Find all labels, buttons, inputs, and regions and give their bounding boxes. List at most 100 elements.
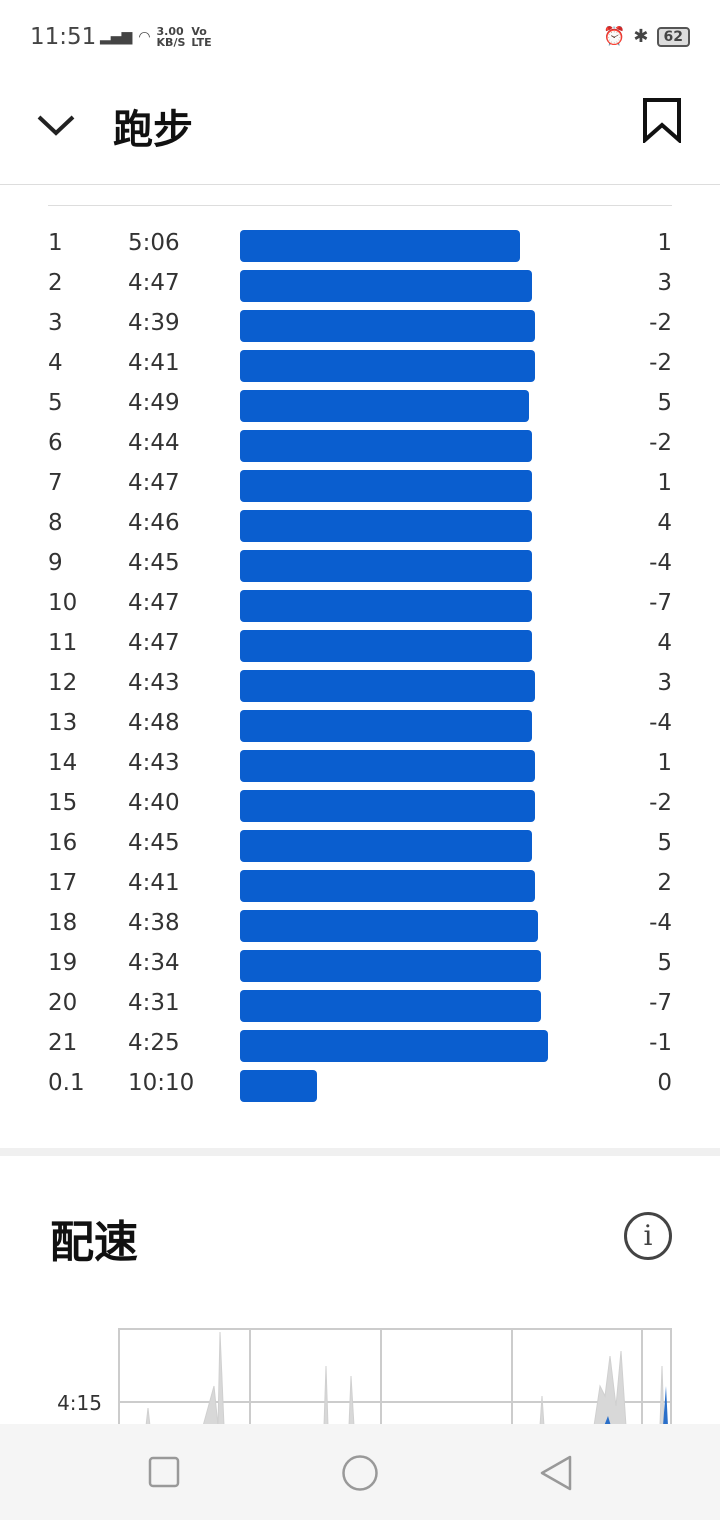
split-pace: 5:06 [128, 230, 180, 256]
page-title: 跑步 [113, 107, 193, 153]
split-km: 9 [48, 550, 63, 576]
split-row: 13 4:48 -4 [48, 686, 672, 742]
split-row: 20 4:31 -7 [48, 966, 672, 1022]
split-diff: -4 [649, 710, 672, 736]
lte-label: LTE [191, 36, 212, 49]
divider [0, 1148, 720, 1156]
split-bar [240, 390, 529, 422]
split-diff: -2 [649, 310, 672, 336]
split-km: 6 [48, 430, 63, 456]
split-bar [240, 790, 536, 822]
split-diff: -1 [649, 1030, 672, 1056]
info-icon[interactable]: i [624, 1212, 672, 1260]
back-button[interactable] [538, 1454, 574, 1492]
split-pace: 4:34 [128, 950, 180, 976]
split-bar [240, 1070, 317, 1102]
split-bar [240, 550, 532, 582]
signal-indicators: ▂▄▆ ◠ 3.00 KB/S Vo LTE [100, 26, 212, 48]
split-row: 15 4:40 -2 [48, 766, 672, 822]
split-bar [240, 510, 532, 542]
split-diff: 1 [657, 470, 672, 496]
split-bar [240, 750, 536, 782]
chevron-down-icon[interactable] [36, 105, 76, 145]
split-km: 11 [48, 630, 78, 656]
pace-area [145, 1331, 665, 1426]
split-row: 21 4:25 -1 [48, 1006, 672, 1062]
split-km: 0.1 [48, 1070, 85, 1096]
alarm-icon: ⏰ [603, 26, 626, 47]
split-km: 10 [48, 590, 78, 616]
split-row: 2 4:47 3 [48, 246, 672, 302]
split-row: 10 4:47 -7 [48, 566, 672, 622]
split-km: 14 [48, 750, 78, 776]
split-row: 1 5:06 1 [48, 206, 672, 262]
net-speed: 3.00 KB/S [157, 26, 186, 48]
split-km: 13 [48, 710, 78, 736]
split-row: 14 4:43 1 [48, 726, 672, 782]
chart-frame [118, 1328, 672, 1426]
split-diff: 5 [657, 390, 672, 416]
split-row: 18 4:38 -4 [48, 886, 672, 942]
split-pace: 4:47 [128, 590, 180, 616]
split-diff: 0 [657, 1070, 672, 1096]
header: 跑步 [0, 75, 720, 185]
split-row: 8 4:46 4 [48, 486, 672, 542]
split-pace: 4:31 [128, 990, 180, 1016]
bookmark-icon[interactable] [642, 97, 682, 143]
split-pace: 4:41 [128, 350, 180, 376]
split-bar [240, 830, 532, 862]
split-bar [240, 590, 532, 622]
split-diff: 3 [657, 270, 672, 296]
split-pace: 4:46 [128, 510, 180, 536]
split-row: 3 4:39 -2 [48, 286, 672, 342]
split-pace: 4:47 [128, 470, 180, 496]
split-row: 6 4:44 -2 [48, 406, 672, 462]
home-button[interactable] [341, 1454, 379, 1492]
split-km: 21 [48, 1030, 78, 1056]
split-km: 8 [48, 510, 63, 536]
split-bar [240, 950, 541, 982]
split-pace: 4:41 [128, 870, 180, 896]
split-bar [240, 1030, 548, 1062]
split-diff: 4 [657, 510, 672, 536]
split-pace: 4:25 [128, 1030, 180, 1056]
split-bar [240, 350, 536, 382]
status-bar: 11:51 ▂▄▆ ◠ 3.00 KB/S Vo LTE ⏰ ✱ 62 [0, 0, 720, 75]
split-diff: 5 [657, 950, 672, 976]
split-row: 7 4:47 1 [48, 446, 672, 502]
split-row: 16 4:45 5 [48, 806, 672, 862]
split-pace: 4:43 [128, 750, 180, 776]
battery-icon: 62 [656, 26, 690, 47]
split-pace: 4:44 [128, 430, 180, 456]
split-bar [240, 670, 536, 702]
split-pace: 4:48 [128, 710, 180, 736]
split-bar [240, 470, 532, 502]
recent-apps-button[interactable] [148, 1456, 180, 1488]
split-row: 12 4:43 3 [48, 646, 672, 702]
split-km: 2 [48, 270, 63, 296]
navigation-bar [0, 1424, 720, 1520]
split-pace: 4:47 [128, 630, 180, 656]
split-km: 20 [48, 990, 78, 1016]
pace-chart: 4:15 [57, 1328, 672, 1426]
split-bar [240, 430, 532, 462]
split-diff: -2 [649, 350, 672, 376]
split-pace: 4:39 [128, 310, 180, 336]
volte: Vo LTE [191, 26, 211, 48]
split-km: 15 [48, 790, 78, 816]
split-km: 17 [48, 870, 78, 896]
split-diff: 3 [657, 670, 672, 696]
split-km: 19 [48, 950, 78, 976]
split-pace: 4:45 [128, 830, 180, 856]
split-pace: 10:10 [128, 1070, 195, 1096]
split-diff: 2 [657, 870, 672, 896]
split-bar [240, 870, 536, 902]
split-row: 11 4:47 4 [48, 606, 672, 662]
split-bar [240, 270, 532, 302]
split-bar [240, 630, 532, 662]
split-km: 4 [48, 350, 63, 376]
split-km: 12 [48, 670, 78, 696]
split-diff: 4 [657, 630, 672, 656]
split-bar [240, 710, 532, 742]
